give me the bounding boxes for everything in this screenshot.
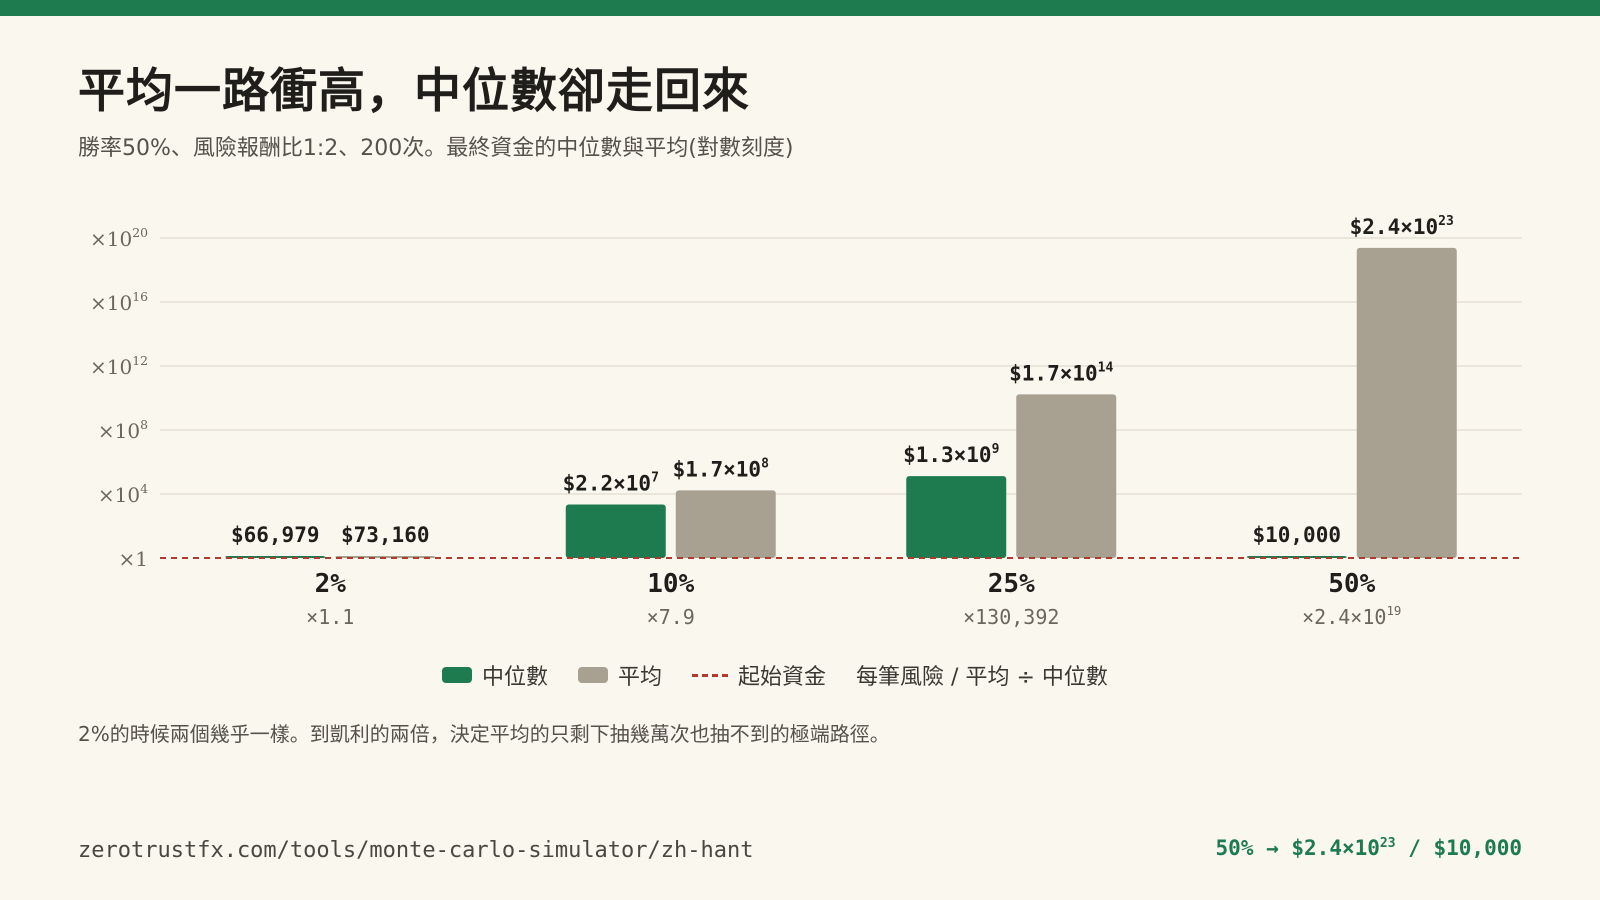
footer-summary-suffix: / $10,000 (1395, 836, 1522, 860)
footer-summary-sup: 23 (1379, 836, 1396, 851)
mean-data-label: $2.4×1023 (1350, 214, 1454, 239)
x-ratio-label: ×2.4×1019 (1302, 603, 1401, 629)
legend-item-median: 中位數 (442, 659, 548, 691)
y-tick-label: ×1 (119, 547, 148, 571)
median-data-label: $1.3×109 (903, 442, 999, 467)
mean-bar (1356, 247, 1457, 559)
y-tick-label: ×1020 (90, 225, 148, 251)
x-ratio-label: ×7.9 (647, 605, 695, 629)
footer-summary: 50% → $2.4×1023 / $10,000 (1216, 836, 1522, 860)
legend-ratio-note: 每筆風險 / 平均 ÷ 中位數 (856, 665, 1108, 690)
median-swatch-icon (442, 667, 472, 683)
median-bar (906, 476, 1007, 558)
legend-item-mean: 平均 (578, 659, 662, 691)
legend-item-ratio-note: 每筆風險 / 平均 ÷ 中位數 (856, 659, 1108, 691)
x-category-label: 2% (315, 569, 347, 599)
page-title: 平均一路衝高，中位數卻走回來 (78, 64, 750, 119)
chart-legend: 中位數 平均 起始資金 每筆風險 / 平均 ÷ 中位數 (442, 660, 1138, 690)
median-data-label: $10,000 (1252, 523, 1341, 547)
median-data-label: $66,979 (231, 523, 320, 547)
x-ratio-label: ×130,392 (963, 605, 1059, 629)
mean-data-label: $1.7×1014 (1009, 360, 1113, 385)
mean-data-label: $1.7×108 (673, 456, 770, 481)
y-tick-label: ×1016 (90, 289, 148, 315)
log-bar-chart: ×1 ×104 ×108 ×1012 ×1016 ×1020 $66,979 $73,160 2… (90, 214, 1522, 629)
x-ratio-label: ×1.1 (306, 605, 354, 629)
y-tick-label: ×108 (98, 417, 148, 443)
mean-bar (675, 490, 776, 558)
x-category-label: 25% (988, 569, 1035, 599)
median-data-label: $2.2×107 (563, 471, 659, 496)
legend-mean-label: 平均 (618, 665, 663, 690)
median-bar (565, 504, 666, 558)
mean-bar (1016, 394, 1117, 558)
page-subtitle: 勝率50%、風險報酬比1:2、200次。最終資金的中位數與平均(對數刻度) (78, 136, 794, 161)
baseline-dash-icon (692, 673, 729, 677)
legend-median-label: 中位數 (482, 665, 549, 690)
chart-note: 2%的時候兩個幾乎一樣。到凱利的兩倍，決定平均的只剩下抽幾萬次也抽不到的極端路徑… (78, 722, 890, 746)
x-category-label: 50% (1328, 569, 1375, 599)
legend-baseline-label: 起始資金 (738, 665, 827, 690)
mean-data-label: $73,160 (341, 523, 430, 547)
footer-summary-prefix: 50% → $2.4×10 (1215, 836, 1380, 860)
top-accent-bar (0, 0, 1600, 16)
mean-swatch-icon (578, 667, 609, 683)
y-tick-label: ×1012 (90, 353, 148, 379)
legend-item-baseline: 起始資金 (692, 659, 826, 691)
footer-url[interactable]: zerotrustfx.com/tools/monte-carlo-simula… (78, 838, 754, 863)
x-category-label: 10% (647, 569, 694, 599)
y-tick-label: ×104 (98, 481, 148, 507)
